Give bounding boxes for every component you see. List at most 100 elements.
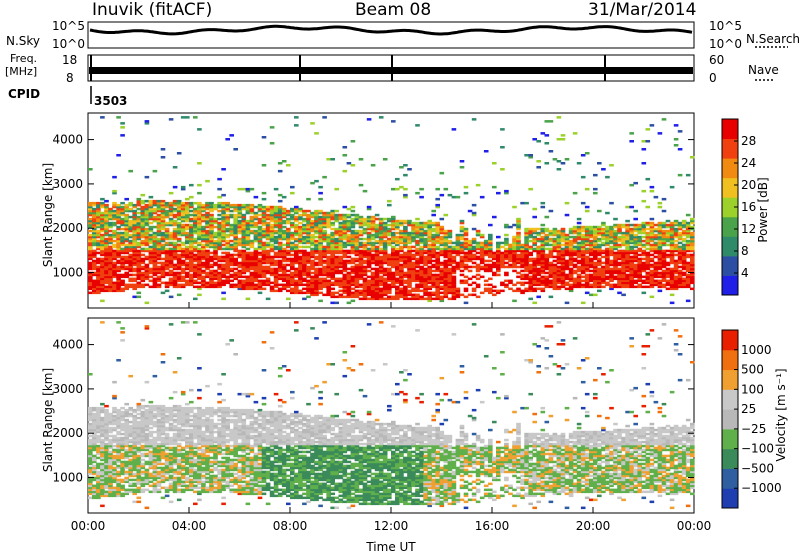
power-cell	[479, 261, 485, 265]
power-cell	[140, 219, 146, 223]
power-cell	[447, 249, 453, 253]
power-cell	[548, 209, 554, 213]
power-cell	[326, 221, 331, 225]
power-cell	[653, 279, 659, 283]
power-cell	[613, 259, 618, 263]
power-cell	[176, 152, 182, 155]
power-cell	[609, 269, 614, 273]
power-cell	[277, 287, 283, 291]
power-cell	[455, 293, 461, 297]
power-cell	[407, 297, 412, 301]
power-cell	[237, 223, 243, 227]
power-cell	[362, 289, 368, 293]
power-cell	[229, 227, 234, 231]
power-cell	[419, 223, 424, 227]
power-cell	[496, 235, 501, 239]
power-cell	[382, 225, 388, 229]
power-cell	[116, 213, 121, 217]
power-cell	[492, 293, 497, 297]
power-cell	[176, 233, 182, 237]
power-cell	[92, 209, 97, 213]
power-cell	[217, 225, 222, 229]
power-cell	[427, 295, 432, 299]
power-cell	[286, 239, 291, 243]
power-cell	[556, 285, 562, 289]
power-cell	[584, 269, 590, 273]
power-cell	[540, 261, 546, 265]
power-cell	[653, 235, 659, 239]
power-cell	[641, 281, 647, 285]
power-cell	[556, 275, 562, 279]
power-cell	[245, 187, 251, 191]
power-cell	[645, 255, 651, 259]
power-cell	[387, 289, 392, 293]
power-cell	[601, 279, 606, 283]
power-cell	[318, 285, 323, 289]
power-cell	[661, 118, 667, 121]
power-cell	[552, 245, 558, 249]
power-cell	[395, 247, 400, 251]
power-cell	[253, 287, 259, 291]
power-cell	[338, 223, 344, 227]
power-cell	[100, 273, 105, 277]
power-cell	[516, 259, 521, 263]
power-cell	[560, 134, 566, 137]
power-cell	[649, 295, 655, 299]
power-cell	[144, 277, 150, 281]
power-cell	[423, 259, 428, 263]
power-cell	[374, 281, 380, 285]
power-cell	[601, 265, 606, 269]
power-cell	[435, 275, 440, 279]
power-cell	[132, 249, 137, 253]
power-cell	[358, 297, 364, 301]
power-cell	[156, 203, 162, 207]
power-cell	[350, 164, 356, 167]
power-cell	[382, 283, 388, 287]
power-cell	[302, 261, 307, 265]
power-cell	[354, 251, 360, 255]
power-cell	[197, 277, 202, 281]
power-cell	[185, 245, 190, 249]
power-cell	[290, 249, 295, 253]
power-cell	[350, 205, 356, 209]
power-cell	[665, 225, 671, 229]
power-cell	[197, 128, 202, 131]
power-cell	[294, 285, 299, 289]
power-cell	[653, 269, 659, 273]
power-cell	[269, 237, 275, 241]
power-cell	[629, 247, 634, 251]
power-cell	[221, 251, 226, 255]
power-cell	[439, 271, 445, 275]
power-cell	[621, 255, 626, 259]
power-cell	[152, 255, 158, 259]
power-cell	[657, 261, 663, 265]
power-cell	[302, 217, 307, 221]
power-cell	[528, 281, 533, 285]
power-cell	[112, 249, 117, 253]
power-cell	[176, 209, 182, 213]
power-cell	[225, 257, 230, 261]
power-cell	[302, 239, 307, 243]
power-cell	[281, 269, 287, 273]
power-cell	[201, 281, 206, 285]
power-cell	[249, 281, 255, 285]
power-cell	[423, 231, 428, 235]
power-cell	[136, 261, 142, 265]
power-cell	[488, 245, 493, 249]
power-cell	[164, 209, 170, 213]
power-cell	[132, 233, 137, 237]
power-cell	[447, 261, 453, 265]
power-cell	[407, 231, 412, 235]
power-cell	[160, 223, 166, 227]
power-cell	[378, 229, 384, 233]
power-cell	[209, 217, 214, 221]
power-cell	[322, 239, 327, 243]
power-cell	[225, 213, 230, 217]
power-cell	[209, 209, 214, 213]
power-cell	[492, 255, 497, 259]
power-cell	[156, 233, 162, 237]
power-cell	[136, 227, 142, 231]
power-cell	[439, 249, 445, 253]
power-cell	[540, 275, 546, 279]
power-cell	[419, 235, 424, 239]
